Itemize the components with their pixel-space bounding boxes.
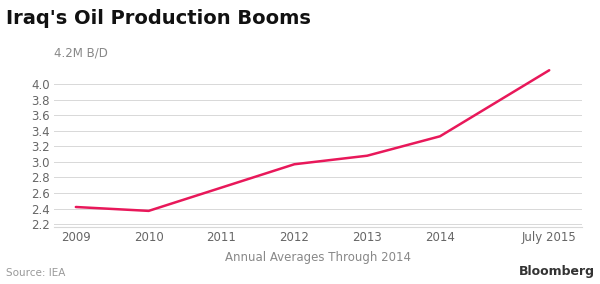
Text: Iraq's Oil Production Booms: Iraq's Oil Production Booms xyxy=(6,9,311,28)
FancyBboxPatch shape xyxy=(574,267,578,277)
Text: Bloomberg: Bloomberg xyxy=(519,265,595,278)
FancyBboxPatch shape xyxy=(585,251,590,277)
Text: 4.2M B/D: 4.2M B/D xyxy=(54,46,108,59)
FancyBboxPatch shape xyxy=(591,262,595,277)
X-axis label: Annual Averages Through 2014: Annual Averages Through 2014 xyxy=(225,251,411,264)
FancyBboxPatch shape xyxy=(580,259,584,277)
Text: Source: IEA: Source: IEA xyxy=(6,268,65,278)
